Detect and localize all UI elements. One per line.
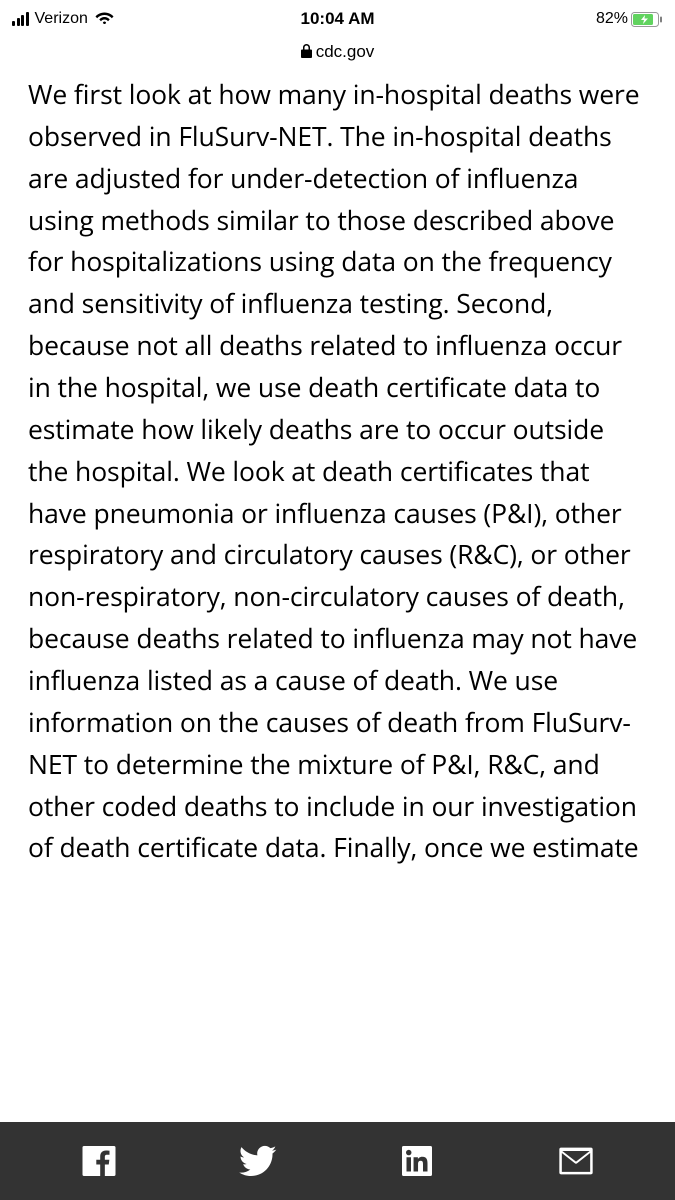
battery-percent: 82% (596, 10, 628, 28)
facebook-button[interactable] (69, 1131, 129, 1191)
twitter-button[interactable] (228, 1131, 288, 1191)
status-right: 82% (596, 10, 663, 28)
status-time: 10:04 AM (300, 9, 374, 29)
signal-icon (12, 12, 29, 26)
article-body: We first look at how many in-hospital de… (28, 74, 647, 869)
wifi-icon (95, 9, 114, 29)
email-button[interactable] (546, 1131, 606, 1191)
linkedin-button[interactable] (387, 1131, 447, 1191)
share-toolbar (0, 1122, 675, 1200)
url-domain: cdc.gov (316, 42, 375, 62)
twitter-icon (238, 1141, 278, 1181)
linkedin-icon (399, 1143, 435, 1179)
facebook-icon (81, 1143, 117, 1179)
status-bar: Verizon 10:04 AM 82% (0, 0, 675, 38)
article-content[interactable]: We first look at how many in-hospital de… (0, 66, 675, 1122)
status-left: Verizon (12, 9, 114, 29)
lock-icon (301, 44, 312, 61)
email-icon (556, 1141, 596, 1181)
url-bar[interactable]: cdc.gov (0, 38, 675, 66)
battery-icon (631, 12, 663, 27)
carrier-name: Verizon (35, 10, 88, 28)
